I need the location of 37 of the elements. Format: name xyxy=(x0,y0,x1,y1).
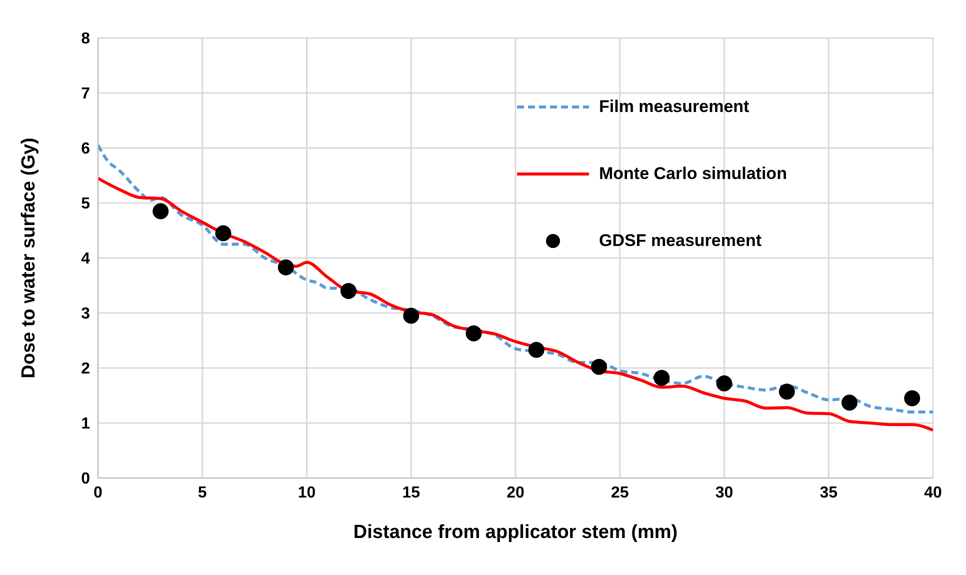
line-series xyxy=(98,144,933,414)
point xyxy=(466,325,482,342)
x-axis-title: Distance from applicator stem (mm) xyxy=(353,522,678,543)
y-tick-label: 3 xyxy=(81,306,90,323)
x-tick-label: 40 xyxy=(924,484,942,502)
point xyxy=(528,342,544,358)
y-tick-label: 2 xyxy=(81,360,90,378)
x-tick-label: 15 xyxy=(402,484,420,502)
y-tick-label: 5 xyxy=(81,196,90,213)
point xyxy=(591,358,607,375)
legend-label: Film measurement xyxy=(599,96,750,116)
point xyxy=(403,308,420,324)
point xyxy=(654,370,670,386)
x-tick-label: 10 xyxy=(298,484,316,502)
y-tick-label: 8 xyxy=(81,30,90,48)
x-tick-label: 0 xyxy=(94,484,103,502)
y-tick-label: 1 xyxy=(81,416,90,433)
y-tick-label: 0 xyxy=(81,470,90,488)
x-tick-label: 25 xyxy=(610,484,629,502)
point xyxy=(904,390,920,406)
y-axis-title: Dose to water surface (Gy) xyxy=(18,138,40,378)
x-tick-label: 20 xyxy=(506,484,524,502)
legend-label: Monte Carlo simulation xyxy=(599,164,787,184)
legend-label: GDSF measurement xyxy=(599,230,762,250)
point xyxy=(340,283,356,299)
x-tick-label: 30 xyxy=(715,484,734,502)
point xyxy=(716,375,732,392)
y-tick-label: 6 xyxy=(81,140,90,158)
y-tick-label: 4 xyxy=(81,250,90,268)
point xyxy=(278,259,294,276)
point xyxy=(215,225,232,242)
x-tick-label: 35 xyxy=(820,484,838,502)
point xyxy=(778,384,795,400)
point xyxy=(842,394,858,411)
point xyxy=(152,203,169,220)
x-tick-label: 5 xyxy=(198,484,207,502)
y-tick-label: 7 xyxy=(81,86,90,103)
